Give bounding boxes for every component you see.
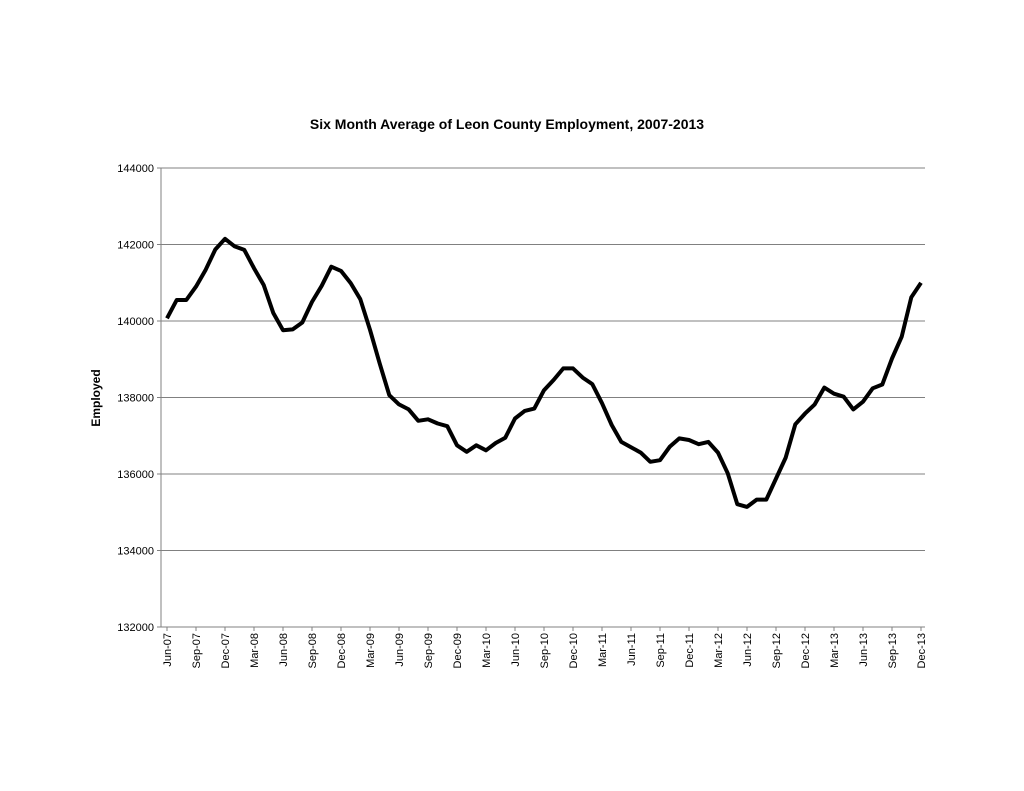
y-tick-label: 142000 — [117, 240, 154, 252]
x-tick-label: Sep-13 — [887, 633, 899, 668]
x-tick-label: Jun-09 — [394, 633, 406, 667]
series-line-employed — [165, 236, 923, 509]
x-tick-label: Mar-09 — [365, 633, 377, 668]
chart-title: Six Month Average of Leon County Employm… — [310, 116, 704, 132]
x-tick-label: Jun-08 — [278, 633, 290, 667]
x-tick-label: Mar-12 — [713, 633, 725, 668]
y-tick-label: 134000 — [117, 546, 154, 558]
x-tick-label: Dec-13 — [916, 633, 928, 668]
x-tick-label: Dec-10 — [568, 633, 580, 668]
x-tick-label: Mar-13 — [829, 633, 841, 668]
y-tick-label: 144000 — [117, 163, 154, 175]
x-tick-label: Jun-10 — [510, 633, 522, 667]
x-tick-label: Mar-11 — [597, 633, 609, 667]
x-tick-label: Sep-09 — [423, 633, 435, 668]
x-tick-label: Sep-12 — [771, 633, 783, 668]
y-tick-label: 132000 — [117, 622, 154, 634]
y-axis-label: Employed — [89, 369, 103, 426]
y-tick-label: 138000 — [117, 393, 154, 405]
x-tick-label: Dec-08 — [336, 633, 348, 668]
x-tick-label: Sep-08 — [307, 633, 319, 668]
x-tick-label: Jun-12 — [742, 633, 754, 667]
x-tick-label: Dec-07 — [220, 633, 232, 668]
x-tick-label: Dec-11 — [684, 633, 696, 668]
x-tick-label: Jun-11 — [626, 633, 638, 666]
x-tick-label: Dec-12 — [800, 633, 812, 668]
x-tick-label: Sep-11 — [655, 633, 667, 668]
x-tick-label: Sep-07 — [191, 633, 203, 668]
y-tick-label: 136000 — [117, 469, 154, 481]
x-tick-label: Jun-07 — [162, 633, 174, 667]
x-tick-label: Dec-09 — [452, 633, 464, 668]
x-tick-label: Mar-08 — [249, 633, 261, 668]
x-tick-label: Sep-10 — [539, 633, 551, 668]
y-tick-label: 140000 — [117, 316, 154, 328]
x-tick-label: Jun-13 — [858, 633, 870, 667]
x-tick-label: Mar-10 — [481, 633, 493, 668]
